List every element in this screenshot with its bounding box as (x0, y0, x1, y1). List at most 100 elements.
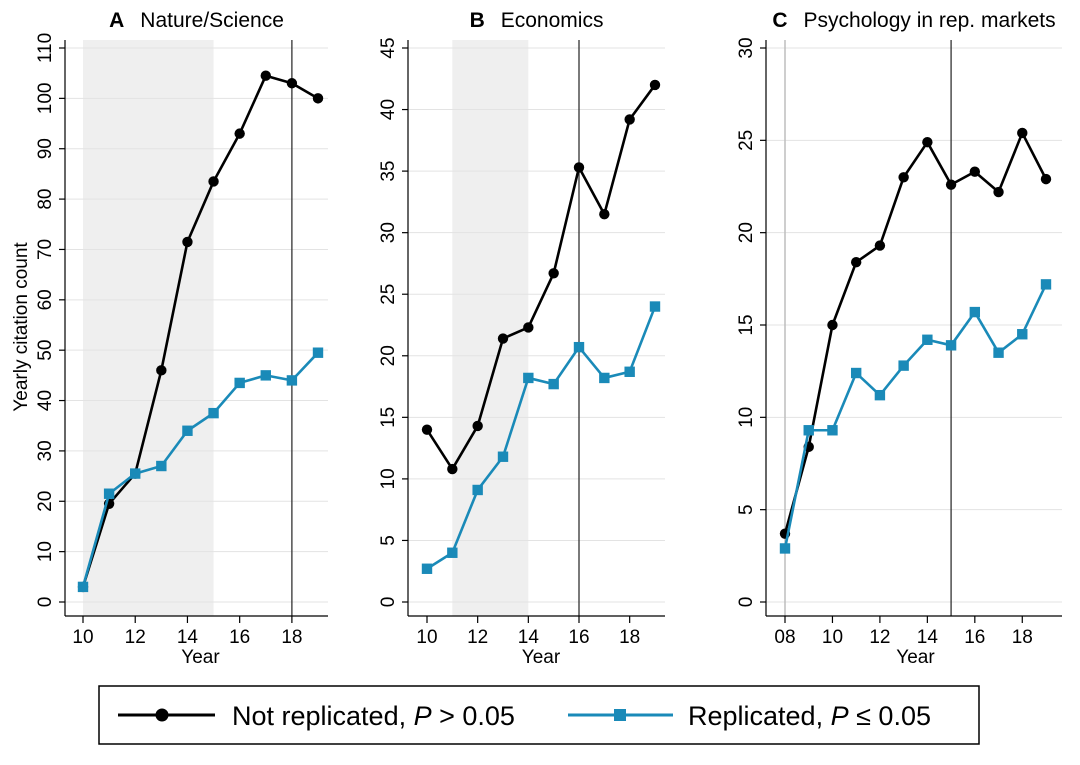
panel-c-not-replicated-point (945, 179, 957, 190)
panel-b: 0 5 10 15 20 25 30 35 40 45 10 12 14 16 18 Year B Economi… (378, 9, 665, 668)
panel-b-not-replicated-point (649, 79, 661, 91)
panel-b-replicated-point (548, 378, 559, 390)
panel-a-title-text: Nature/Science (140, 9, 284, 32)
panel-a-y-tick-label: 20 (35, 491, 56, 512)
panel-c-replicated-point (969, 306, 981, 318)
panel-c-y-tick-label: 25 (736, 130, 757, 151)
panel-a-x-tick-label: 18 (281, 627, 302, 648)
panel-c-x-axis-label: Year (896, 647, 935, 668)
panel-c-y-tick-label: 5 (736, 504, 757, 515)
panel-b-not-replicated-point (447, 463, 458, 475)
panel-c-not-replicated-point (850, 257, 862, 268)
panel-b-not-replicated-point (421, 424, 433, 435)
legend-marker-replicated (614, 709, 626, 721)
panel-a-replicated-point (286, 375, 298, 386)
panel-c-x-tick-label: 18 (1012, 627, 1033, 648)
legend-box (98, 685, 980, 745)
panel-b-replicated-point (624, 366, 635, 377)
panel-b-x-tick-label: 14 (518, 627, 540, 648)
legend-relation-replicated: ≤ 0.05 (849, 701, 931, 731)
panel-b-x-tick-label: 10 (416, 627, 437, 648)
panel-b-y-tick-label: 15 (378, 407, 399, 428)
panel-b-not-replicated-point (548, 268, 559, 279)
panel-b-y-tick-label: 20 (378, 345, 399, 366)
panel-c-x-tick-label: 10 (822, 627, 843, 648)
panel-a-not-replicated-point (208, 176, 219, 187)
panel-a-replicated-point (208, 407, 219, 419)
panel-b-y-tick-label: 10 (378, 468, 399, 489)
panel-b-y-tick-label: 30 (378, 222, 399, 243)
legend: Not replicated, P > 0.05 Replicated, P ≤… (98, 685, 980, 745)
legend-stat-not-replicated: P (414, 701, 432, 731)
panel-b-replicated-point (573, 341, 585, 353)
panel-b-not-replicated-point (573, 162, 585, 173)
panel-a-shaded-interval (83, 40, 214, 616)
panel-a-y-tick-label: 0 (35, 597, 56, 608)
panel-c-x-tick-label: 14 (917, 627, 939, 648)
panel-b-y-tick-label: 5 (378, 535, 399, 546)
panel-b-x-tick-label: 12 (467, 627, 488, 648)
panel-b-y-tick-label: 40 (378, 99, 399, 120)
panel-b-not-replicated-point (624, 114, 635, 125)
panel-c-title-text: Psychology in rep. markets (804, 9, 1056, 32)
panel-a-replicated-point (234, 377, 245, 389)
panel-b-title: B Economics (470, 9, 604, 32)
panel-c-y-tick-label: 30 (736, 37, 757, 58)
panel-a-not-replicated-point (286, 78, 298, 89)
panel-a-replicated-point (156, 460, 167, 472)
panel-c-replicated-point (779, 543, 791, 554)
panel-a-y-tick-label: 110 (35, 33, 56, 63)
panel-c-y-tick-label: 0 (736, 597, 757, 608)
panel-a-x-tick-label: 10 (72, 627, 93, 648)
panel-c-not-replicated-point (993, 186, 1004, 198)
panel-b-not-replicated-line (425, 84, 657, 471)
panel-c-not-replicated-point (827, 319, 838, 331)
panel-b-replicated-point (649, 301, 661, 312)
panel-c-y-tick-label: 15 (736, 314, 757, 335)
panel-a-x-tick-label: 16 (229, 627, 250, 648)
panel-c-not-replicated-point (922, 136, 933, 148)
panel-b-replicated-point (472, 484, 483, 496)
legend-label-not-replicated: Not replicated, P > 0.05 (232, 701, 515, 731)
y-axis-label: Yearly citation count (11, 242, 32, 412)
legend-label-replicated: Replicated, P ≤ 0.05 (688, 701, 931, 731)
panel-a-not-replicated-point (234, 128, 245, 139)
panel-a-replicated-point (77, 581, 89, 593)
panel-a-x-tick-label: 12 (125, 627, 146, 648)
panel-c-not-replicated-point (1017, 127, 1028, 139)
panel-c-y-tick-label: 10 (736, 407, 757, 428)
panel-c-replicated-point (827, 425, 838, 436)
panel-b-replicated-line (426, 306, 657, 570)
panel-c-x-tick-label: 16 (964, 627, 985, 648)
panel-a-x-tick-label: 14 (177, 627, 199, 648)
panel-c-replicated-point (922, 334, 933, 345)
panel-a-x-axis-label: Year (181, 647, 220, 668)
panel-c-not-replicated-point (969, 166, 981, 177)
panel-c-not-replicated-point (874, 240, 886, 251)
panel-b-x-axis-label: Year (522, 647, 561, 668)
panel-a-y-tick-label: 10 (35, 541, 56, 562)
panel-b-title-text: Economics (501, 9, 604, 32)
panel-a-y-tick-label: 90 (35, 138, 56, 159)
panel-b-replicated-point (421, 563, 433, 574)
panel-b-y-tick-label: 25 (378, 284, 399, 305)
panel-b-y-tick-label: 45 (378, 37, 399, 58)
panel-b-not-replicated-point (497, 333, 509, 344)
panel-b-letter: B (470, 9, 485, 32)
panel-a-y-tick-label: 100 (35, 83, 56, 115)
panel-a-y-tick-label: 60 (35, 289, 56, 310)
panel-c-replicated-point (803, 425, 814, 436)
panel-b-replicated-point (599, 372, 610, 384)
panel-a-replicated-point (130, 468, 141, 479)
panel-a-title: A Nature/Science (109, 9, 284, 32)
panel-a-y-tick-label: 40 (35, 390, 56, 411)
panel-a-not-replicated-line (81, 74, 319, 588)
panel-a-replicated-point (103, 488, 115, 499)
panel-c-not-replicated-point (1040, 173, 1052, 185)
panel-a-replicated-point (182, 425, 193, 436)
panel-a-y-tick-label: 80 (35, 189, 56, 210)
panel-c-not-replicated-line (783, 131, 1048, 535)
panel-b-replicated-point (447, 547, 458, 558)
